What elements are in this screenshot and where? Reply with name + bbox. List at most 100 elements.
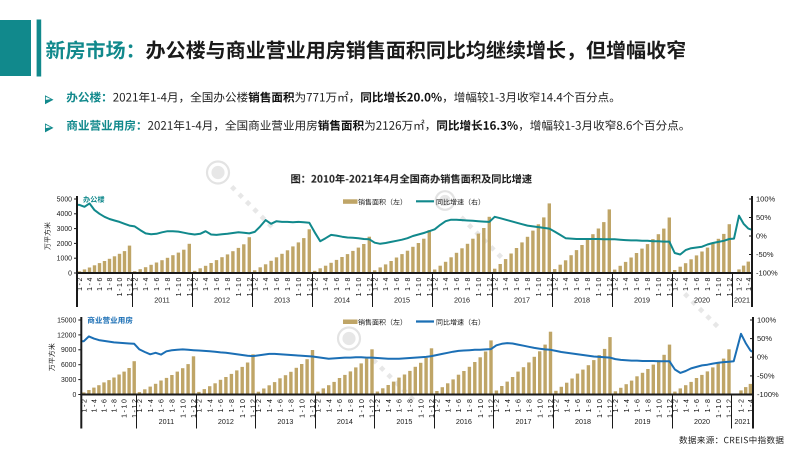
- svg-text:1-4: 1-4: [386, 398, 393, 413]
- svg-text:2012: 2012: [214, 296, 230, 305]
- svg-text:1-4: 1-4: [683, 276, 690, 291]
- svg-text:1-2: 1-2: [552, 276, 559, 291]
- svg-text:1-2: 1-2: [612, 276, 619, 291]
- svg-text:3000: 3000: [57, 226, 72, 233]
- svg-text:2021: 2021: [734, 296, 750, 305]
- svg-text:1-10: 1-10: [356, 276, 363, 296]
- svg-text:2014: 2014: [337, 417, 353, 426]
- svg-text:1-8: 1-8: [645, 276, 652, 291]
- svg-text:1-10: 1-10: [418, 398, 425, 418]
- svg-text:2016: 2016: [456, 417, 472, 426]
- svg-text:1-12: 1-12: [132, 398, 139, 418]
- svg-text:1-2: 1-2: [432, 276, 439, 291]
- svg-text:1-4: 1-4: [203, 276, 210, 291]
- svg-text:2017: 2017: [514, 296, 530, 305]
- svg-text:2019: 2019: [635, 417, 651, 426]
- svg-text:1-8: 1-8: [285, 276, 292, 291]
- svg-text:1-10: 1-10: [596, 276, 603, 296]
- svg-text:1-2: 1-2: [492, 276, 499, 291]
- svg-text:0: 0: [72, 392, 76, 399]
- svg-text:1-2: 1-2: [77, 276, 84, 291]
- svg-text:1-12: 1-12: [607, 276, 614, 296]
- svg-text:1-12: 1-12: [191, 398, 198, 418]
- svg-text:1-12: 1-12: [547, 276, 554, 296]
- svg-text:100%: 100%: [756, 194, 776, 203]
- svg-text:2011: 2011: [159, 417, 174, 426]
- svg-text:1-12: 1-12: [251, 398, 258, 418]
- svg-text:1-8: 1-8: [289, 398, 296, 413]
- svg-text:1-10: 1-10: [478, 398, 485, 418]
- svg-text:1-8: 1-8: [107, 276, 114, 291]
- svg-text:1-2: 1-2: [137, 398, 144, 413]
- svg-text:1-8: 1-8: [646, 398, 653, 413]
- svg-text:1-8: 1-8: [229, 398, 236, 413]
- svg-text:1-8: 1-8: [225, 276, 232, 291]
- svg-text:1-4: 1-4: [683, 398, 690, 413]
- svg-text:1-2: 1-2: [613, 398, 620, 413]
- svg-text:1-10: 1-10: [536, 276, 543, 296]
- svg-text:12000: 12000: [57, 332, 76, 339]
- svg-text:1-12: 1-12: [310, 398, 317, 418]
- svg-text:1-12: 1-12: [429, 398, 436, 418]
- svg-text:2012: 2012: [218, 417, 234, 426]
- svg-text:1-4: 1-4: [207, 398, 214, 413]
- svg-text:1-6: 1-6: [154, 276, 161, 291]
- svg-text:1-2: 1-2: [252, 276, 259, 291]
- svg-text:5000: 5000: [57, 196, 72, 203]
- svg-text:1-8: 1-8: [467, 398, 474, 413]
- svg-text:1-4: 1-4: [503, 276, 510, 291]
- svg-text:1-10: 1-10: [299, 398, 306, 418]
- svg-text:1-12: 1-12: [127, 276, 134, 296]
- svg-text:1-4: 1-4: [563, 276, 570, 291]
- svg-text:1-8: 1-8: [525, 276, 532, 291]
- svg-text:2016: 2016: [454, 296, 470, 305]
- svg-text:1-4: 1-4: [92, 398, 99, 413]
- svg-text:2013: 2013: [277, 417, 293, 426]
- svg-text:1-6: 1-6: [514, 276, 521, 291]
- svg-text:1-12: 1-12: [487, 276, 494, 296]
- svg-text:1-4: 1-4: [143, 276, 150, 291]
- svg-text:-50%: -50%: [757, 371, 775, 380]
- svg-text:1-2: 1-2: [673, 398, 680, 413]
- svg-text:1-6: 1-6: [334, 276, 341, 291]
- svg-text:1-10: 1-10: [416, 276, 423, 296]
- svg-text:2021: 2021: [734, 417, 750, 426]
- svg-text:2000: 2000: [57, 241, 72, 248]
- svg-text:1-2: 1-2: [372, 276, 379, 291]
- svg-text:1-6: 1-6: [218, 398, 225, 413]
- svg-text:-100%: -100%: [756, 268, 778, 277]
- svg-text:1-6: 1-6: [97, 276, 104, 291]
- svg-text:1-6: 1-6: [694, 398, 701, 413]
- svg-text:1-10: 1-10: [180, 398, 187, 418]
- svg-text:1-12: 1-12: [307, 276, 314, 296]
- svg-text:1-12: 1-12: [367, 276, 374, 296]
- svg-text:1-2: 1-2: [197, 398, 204, 413]
- svg-text:1-8: 1-8: [705, 276, 712, 291]
- svg-text:0%: 0%: [757, 353, 768, 362]
- svg-text:1-6: 1-6: [397, 398, 404, 413]
- svg-text:1-4: 1-4: [326, 398, 333, 413]
- svg-text:1-4: 1-4: [267, 398, 274, 413]
- svg-text:1-12: 1-12: [489, 398, 496, 418]
- svg-text:1-8: 1-8: [112, 398, 119, 413]
- svg-text:2020: 2020: [694, 417, 710, 426]
- svg-text:1-2: 1-2: [672, 276, 679, 291]
- svg-text:0%: 0%: [756, 231, 767, 240]
- svg-text:1-2: 1-2: [494, 398, 501, 413]
- svg-text:1-12: 1-12: [548, 398, 555, 418]
- svg-text:1-12: 1-12: [608, 398, 615, 418]
- svg-text:1-10: 1-10: [236, 276, 243, 296]
- svg-text:1-2: 1-2: [375, 398, 382, 413]
- svg-text:1-10: 1-10: [537, 398, 544, 418]
- svg-text:1-12: 1-12: [667, 398, 674, 418]
- svg-text:2015: 2015: [396, 417, 412, 426]
- svg-text:1-4: 1-4: [323, 276, 330, 291]
- svg-text:1-10: 1-10: [656, 276, 663, 296]
- svg-text:1-6: 1-6: [635, 398, 642, 413]
- svg-text:1-12: 1-12: [187, 276, 194, 296]
- svg-text:1-12: 1-12: [667, 276, 674, 296]
- svg-text:1-8: 1-8: [408, 398, 415, 413]
- svg-text:1-10: 1-10: [716, 276, 723, 296]
- svg-text:1-6: 1-6: [574, 276, 581, 291]
- svg-text:4000: 4000: [57, 211, 72, 218]
